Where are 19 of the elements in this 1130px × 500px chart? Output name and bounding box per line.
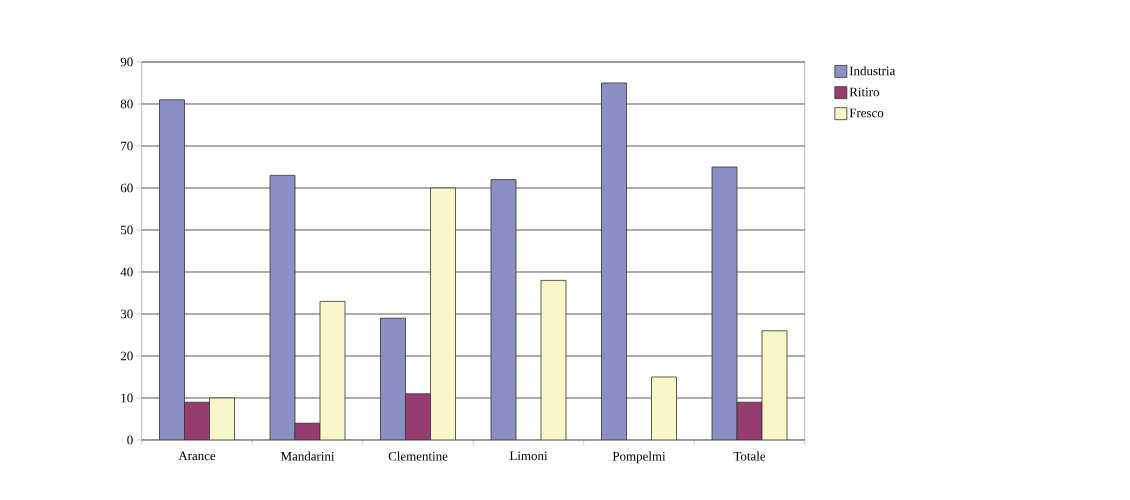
- legend-label: Ritiro: [849, 87, 879, 97]
- x-tick-label: Pompelmi: [612, 451, 666, 464]
- y-tick-label: 90: [120, 57, 133, 67]
- x-tick-label: Totale: [733, 451, 766, 461]
- y-tick-label: 0: [127, 435, 133, 445]
- y-tick-label: 70: [121, 141, 133, 151]
- y-tick-label: 20: [120, 351, 133, 361]
- x-tick-label: Clementine: [388, 451, 448, 461]
- y-tick-label: 60: [120, 183, 133, 193]
- x-tick-label: Mandarini: [280, 451, 335, 461]
- y-tick-label: 10: [121, 393, 133, 403]
- x-tick-label: Limoni: [509, 451, 548, 461]
- legend-label: Fresco: [849, 108, 884, 118]
- x-tick-label: Arance: [178, 451, 216, 461]
- legend-label: Industria: [849, 66, 896, 76]
- y-tick-label: 80: [120, 99, 133, 109]
- y-tick-label: 40: [120, 267, 133, 277]
- y-tick-label: 50: [121, 225, 133, 235]
- y-tick-label: 30: [120, 309, 133, 319]
